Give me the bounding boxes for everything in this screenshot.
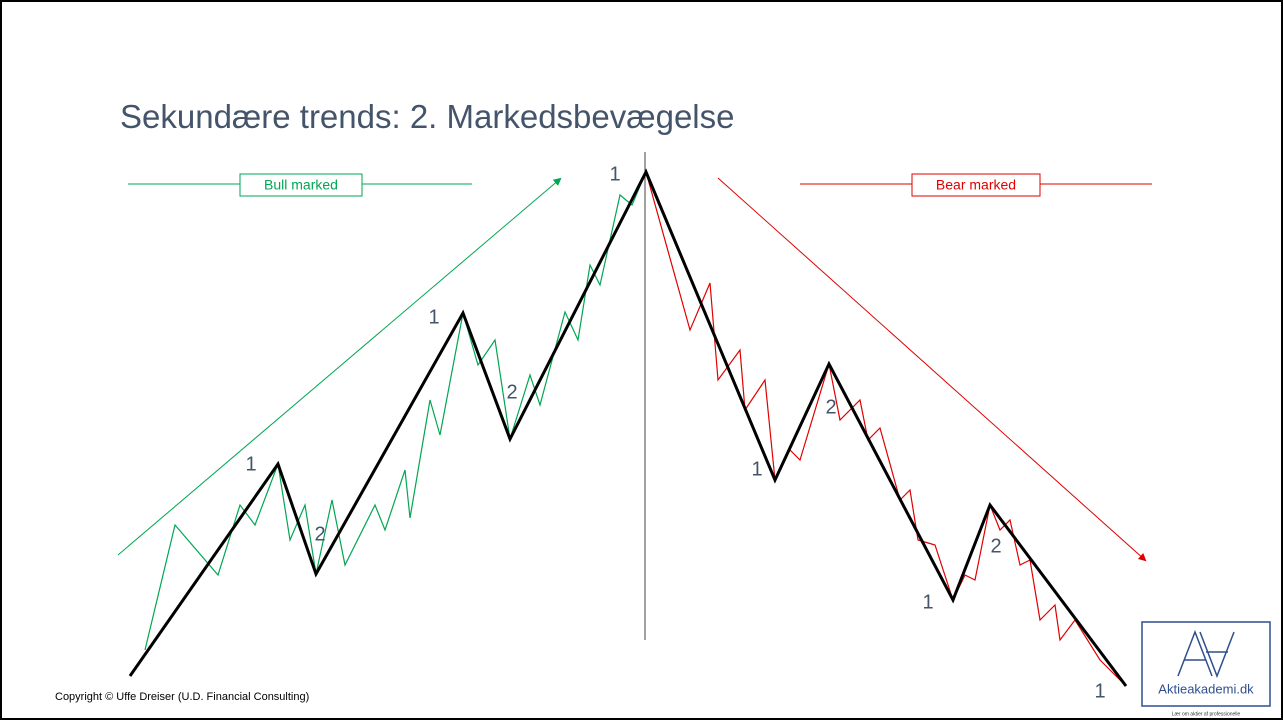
bear-minor-moves xyxy=(645,171,1127,687)
bull-arrow xyxy=(117,177,562,556)
wave-label: 1 xyxy=(428,306,439,328)
logo-box xyxy=(1141,621,1271,707)
bull-box xyxy=(239,173,363,197)
wave-label: 1 xyxy=(1094,680,1105,702)
bear-box xyxy=(911,173,1041,197)
wave-label: 2 xyxy=(990,535,1001,557)
wave-label: 1 xyxy=(609,163,620,185)
wave-label: 2 xyxy=(314,523,325,545)
primary-moves xyxy=(128,168,1128,687)
logo-mark xyxy=(1177,629,1235,679)
logo-tagline: Lær om aktier af professionelle xyxy=(1172,711,1241,717)
wave-label: 2 xyxy=(825,396,836,418)
bull-minor-moves xyxy=(144,171,647,651)
wave-label: 1 xyxy=(751,458,762,480)
bull-label: Bull marked xyxy=(264,177,338,193)
wave-label: 1 xyxy=(245,453,256,475)
wave-label: 2 xyxy=(506,381,517,403)
logo-name: Aktieakademi.dk xyxy=(1158,681,1254,696)
wave-label: 1 xyxy=(922,591,933,613)
copyright: Copyright © Uffe Dreiser (U.D. Financial… xyxy=(55,691,309,703)
title: Sekundære trends: 2. Markedsbevægelse xyxy=(120,98,735,135)
bear-arrow xyxy=(717,177,1147,562)
bear-label: Bear marked xyxy=(936,177,1016,193)
